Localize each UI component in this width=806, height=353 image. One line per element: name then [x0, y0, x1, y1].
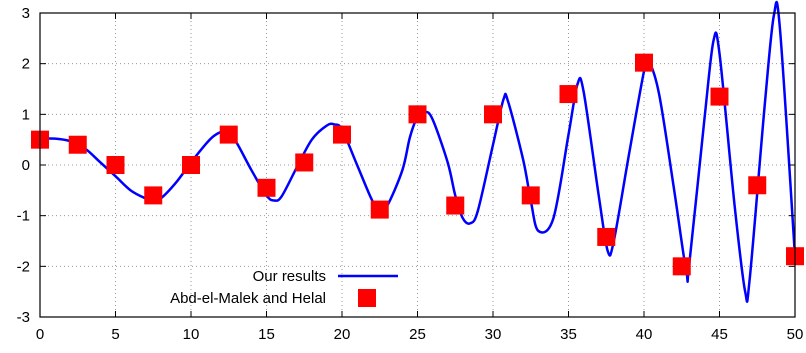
marker-point: [446, 196, 465, 215]
x-tick-labels: 0 5 10 15 20 25 30 35 40 45 50: [36, 326, 804, 343]
marker-point: [333, 125, 351, 144]
x-tick-label: 25: [409, 326, 426, 343]
x-tick-label: 5: [111, 326, 119, 343]
y-tick-label: -3: [17, 309, 30, 326]
y-tick-label: 3: [22, 5, 30, 22]
tick-marks: [39, 12, 796, 318]
marker-point: [144, 186, 163, 205]
x-tick-label: 50: [787, 326, 804, 343]
series-abd-el-malek-and-helal: [31, 53, 804, 276]
y-tick-label: 2: [22, 56, 30, 73]
marker-point: [182, 156, 200, 174]
marker-point: [484, 105, 502, 124]
legend-label-our-results: Our results: [253, 268, 326, 285]
x-tick-label: 45: [711, 326, 728, 343]
marker-point: [408, 105, 427, 124]
x-tick-label: 30: [485, 326, 502, 343]
line-our-results: [39, 0, 797, 303]
x-tick-label: 10: [183, 326, 200, 343]
x-tick-label: 40: [636, 326, 653, 343]
x-tick-label: 20: [334, 326, 351, 343]
x-tick-label: 0: [36, 326, 44, 343]
marker-point: [219, 125, 238, 144]
marker-point: [672, 257, 691, 276]
marker-point: [106, 156, 125, 174]
y-tick-label: 1: [22, 106, 30, 123]
x-tick-label: 15: [258, 326, 275, 343]
y-tick-label: -1: [17, 208, 30, 225]
marker-point: [521, 186, 540, 205]
marker-point: [748, 176, 767, 195]
marker-point: [635, 53, 653, 72]
marker-point: [559, 85, 578, 104]
marker-point: [597, 227, 616, 246]
marker-point: [295, 153, 314, 172]
x-tick-label: 35: [560, 326, 577, 343]
y-tick-label: 0: [22, 157, 30, 174]
legend-label-abd-el-malek-and-helal: Abd-el-Malek and Helal: [170, 290, 326, 307]
y-tick-label: -2: [17, 258, 30, 275]
legend-marker-abd-el-malek-and-helal: [358, 289, 376, 307]
legend: Our results Abd-el-Malek and Helal: [170, 268, 398, 307]
marker-point: [370, 200, 389, 219]
marker-point: [710, 87, 729, 106]
series-our-results: [39, 0, 797, 303]
marker-point: [68, 135, 87, 154]
y-tick-labels: 3 2 1 0 -1 -2 -3: [17, 5, 30, 326]
marker-point: [257, 178, 276, 197]
